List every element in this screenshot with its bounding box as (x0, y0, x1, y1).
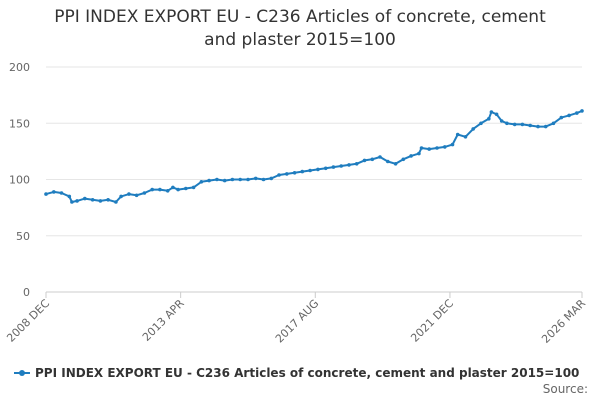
legend-swatch-dot (19, 370, 25, 376)
data-point-20 (184, 186, 188, 191)
data-point-42 (354, 162, 359, 166)
data-point-31 (269, 176, 274, 181)
x-tick-label-1: 2013 APR (140, 297, 187, 344)
data-point-36 (308, 168, 312, 173)
y-tick-label-200: 200 (9, 61, 30, 74)
data-point-18 (171, 185, 175, 190)
y-tick-label-150: 150 (9, 117, 30, 130)
data-point-48 (401, 157, 406, 162)
data-point-10 (114, 200, 118, 204)
data-point-50 (417, 151, 421, 156)
data-point-57 (463, 135, 468, 139)
data-point-67 (528, 123, 532, 128)
data-point-13 (134, 193, 139, 198)
data-point-62 (494, 112, 499, 117)
data-point-15 (150, 187, 154, 192)
data-point-26 (230, 177, 235, 182)
data-point-30 (261, 177, 266, 182)
data-point-22 (199, 180, 204, 184)
data-point-66 (520, 122, 525, 127)
data-point-63 (499, 119, 504, 123)
data-point-70 (551, 121, 556, 126)
data-point-38 (323, 166, 328, 171)
data-point-2 (59, 191, 64, 195)
legend-label: PPI INDEX EXPORT EU - C236 Articles of c… (35, 366, 580, 380)
data-point-4 (70, 200, 74, 204)
data-point-28 (246, 177, 250, 182)
data-point-6 (83, 196, 87, 201)
data-point-44 (370, 157, 375, 162)
x-tick-label-3: 2021 DEC (408, 297, 456, 345)
y-tick-label-100: 100 (9, 174, 30, 187)
data-point-33 (285, 172, 289, 176)
data-point-55 (450, 142, 455, 147)
data-point-61 (489, 110, 494, 114)
x-tick-label-2: 2017 AUG (273, 297, 322, 346)
data-point-0 (44, 192, 48, 196)
data-point-23 (207, 178, 211, 183)
data-point-73 (575, 111, 579, 115)
data-point-56 (455, 132, 460, 137)
data-point-25 (222, 178, 227, 183)
data-point-68 (536, 124, 540, 129)
data-point-40 (339, 164, 344, 168)
data-point-9 (106, 198, 110, 202)
data-point-16 (158, 187, 162, 192)
data-point-39 (331, 165, 336, 169)
chart-title: PPI INDEX EXPORT EU - C236 Articles of c… (0, 6, 600, 52)
data-point-74 (580, 109, 584, 113)
data-point-58 (471, 127, 476, 131)
data-point-32 (277, 173, 281, 177)
legend-swatch (14, 368, 30, 378)
data-point-46 (386, 159, 390, 164)
data-point-51 (419, 146, 424, 150)
chart-title-line-2: and plaster 2015=100 (204, 30, 396, 50)
data-point-5 (75, 199, 79, 203)
data-point-34 (292, 171, 297, 175)
legend[interactable]: PPI INDEX EXPORT EU - C236 Articles of c… (14, 366, 579, 380)
data-point-52 (427, 147, 432, 151)
data-point-69 (543, 124, 548, 129)
data-point-60 (487, 117, 491, 121)
data-point-37 (316, 167, 320, 172)
data-point-1 (52, 190, 56, 194)
data-point-27 (238, 177, 242, 182)
data-point-53 (435, 146, 439, 150)
data-point-41 (347, 163, 351, 167)
data-point-54 (443, 145, 447, 149)
data-point-47 (393, 162, 398, 166)
data-point-64 (505, 121, 509, 126)
chart-title-line-1: PPI INDEX EXPORT EU - C236 Articles of c… (54, 7, 546, 27)
data-point-45 (378, 155, 382, 159)
data-point-11 (119, 194, 123, 199)
data-point-14 (142, 191, 147, 195)
y-tick-label-0: 0 (23, 286, 30, 299)
data-point-35 (300, 169, 305, 174)
x-tick-label-0: 2008 DEC (4, 297, 52, 345)
y-tick-label-50: 50 (16, 230, 30, 243)
data-point-29 (253, 176, 258, 181)
data-point-7 (90, 198, 95, 202)
data-point-8 (98, 199, 103, 203)
data-point-65 (512, 122, 517, 127)
series-line (45, 109, 583, 203)
data-point-49 (409, 154, 413, 158)
data-point-19 (176, 187, 180, 192)
data-point-71 (559, 115, 564, 120)
data-point-12 (127, 192, 131, 196)
data-point-72 (567, 113, 571, 118)
data-point-24 (215, 177, 219, 182)
data-point-43 (362, 158, 367, 163)
data-point-59 (479, 121, 483, 126)
x-tick-label-4: 2026 MAR (539, 297, 588, 346)
data-point-17 (165, 189, 170, 193)
data-point-3 (67, 194, 72, 199)
data-point-21 (191, 185, 196, 190)
source-label: Source: (542, 382, 588, 396)
